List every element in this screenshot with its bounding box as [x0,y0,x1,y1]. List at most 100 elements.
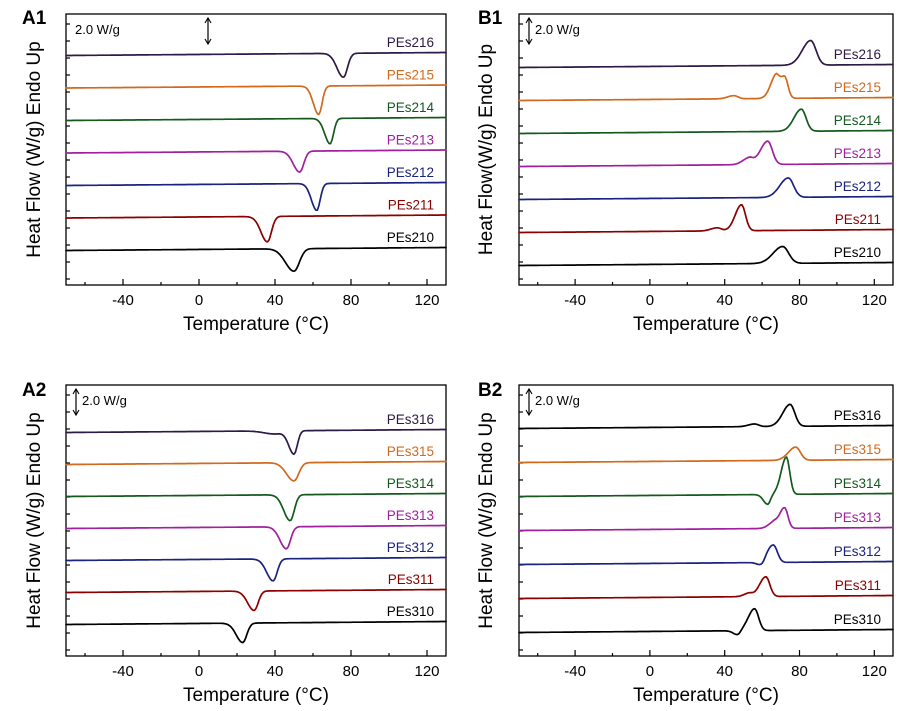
series-curve-PEs216 [65,51,447,79]
x-tick-label: 0 [195,292,203,309]
series-curve-PEs214 [518,108,894,135]
series-label-PEs210: PEs210 [834,245,881,260]
series-curve-PEs214 [65,116,447,145]
plot-frame [518,13,894,286]
x-tick-label: 80 [343,292,360,309]
series-curve-PEs315 [518,446,894,464]
series-label-PEs313: PEs313 [387,508,434,523]
panel-label: B1 [478,8,503,29]
x-tick-label: 0 [646,663,654,680]
series-label-PEs312: PEs312 [834,544,881,559]
panel-label: A1 [22,8,47,29]
series-curve-PEs216 [518,39,894,69]
scale-bar-label: 2.0 W/g [535,393,580,408]
series-label-PEs313: PEs313 [834,510,881,525]
x-tick-label: -40 [564,292,586,309]
plot-frame [518,384,894,657]
x-tick-label: 120 [414,663,439,680]
series-label-PEs213: PEs213 [834,146,881,161]
series-label-PEs310: PEs310 [834,612,881,627]
series-label-PEs315: PEs315 [834,442,881,457]
scale-bar-arrows [525,16,533,46]
x-axis-label: Temperature (°C) [633,314,779,335]
panel-B2: B2 -40 0 40 80 120 Temperature (°C) Heat Flow (… [476,380,894,706]
x-tick-label: -40 [564,663,586,680]
series-curve-PEs310 [518,607,894,636]
series-label-PEs316: PEs316 [387,412,434,427]
x-tick-label: 0 [195,663,203,680]
scale-bar-label: 2.0 W/g [75,22,120,37]
series-label-PEs215: PEs215 [387,68,434,83]
x-tick-label: -40 [112,663,134,680]
series-curve-PEs316 [65,428,447,456]
series-label-PEs311: PEs311 [835,578,881,593]
x-tick-label: 80 [791,663,808,680]
scale-bar-arrows [72,387,80,417]
series-label-PEs216: PEs216 [387,35,434,50]
y-axis-label: Heat Flow(W/g) Endo Up [476,44,497,255]
series-label-PEs211: PEs211 [835,212,881,227]
series-label-PEs314: PEs314 [387,476,435,491]
x-axis-label: Temperature (°C) [183,314,329,335]
x-tick-label: 40 [716,663,733,680]
x-tick-label: 40 [267,292,284,309]
series-curve-PEs210 [65,246,447,273]
series-label-PEs316: PEs316 [834,408,881,423]
panel-A2: A2 -40 0 40 80 120 Temperature (°C) Heat Flow (… [22,380,447,706]
series-curve-PEs313 [65,524,447,550]
series-curve-PEs213 [518,140,894,168]
series-curve-PEs313 [518,506,894,532]
scale-bar-label: 2.0 W/g [82,393,127,408]
x-axis-label: Temperature (°C) [183,685,329,706]
series-curve-PEs210 [518,245,894,267]
panel-A1: A1 -40 0 40 80 120 Temperature (°C) Heat Flow (… [22,8,447,335]
series-label-PEs212: PEs212 [834,179,881,194]
x-tick-label: 120 [862,663,887,680]
series-curve-PEs212 [518,177,894,201]
series-label-PEs310: PEs310 [387,604,434,619]
series-curve-PEs314 [518,456,894,506]
series-curve-PEs310 [65,620,447,644]
series-label-PEs213: PEs213 [387,133,434,148]
x-tick-label: 40 [267,663,284,680]
series-curve-PEs311 [518,576,894,600]
series-label-PEs312: PEs312 [387,540,434,555]
y-axis-label: Heat Flow (W/g) Endo Up [476,412,497,628]
x-tick-label: 80 [791,292,808,309]
x-tick-label: 0 [646,292,654,309]
series-label-PEs210: PEs210 [387,230,434,245]
series-curve-PEs215 [65,84,447,116]
series-label-PEs214: PEs214 [387,100,435,115]
x-tick-label: 120 [414,292,439,309]
series-label-PEs212: PEs212 [387,165,434,180]
series-curve-PEs215 [518,72,894,102]
plot-frame [65,384,447,657]
panel-label: A2 [22,380,46,401]
y-axis-label: Heat Flow (W/g) Endo Up [24,41,45,257]
series-label-PEs211: PEs211 [388,198,434,213]
series-label-PEs315: PEs315 [387,444,434,459]
series-label-PEs314: PEs314 [834,476,882,491]
series-curve-PEs212 [65,181,447,212]
scale-bar-arrows [525,387,533,417]
series-curve-PEs315 [65,460,447,482]
series-label-PEs216: PEs216 [834,47,881,62]
panel-label: B2 [478,380,502,401]
x-tick-label: 120 [862,292,887,309]
y-axis-label: Heat Flow (W/g) Endo Up [24,412,45,628]
scale-bar-arrows [204,16,212,46]
series-curve-PEs314 [65,492,447,522]
series-curve-PEs211 [518,204,894,234]
x-axis-label: Temperature (°C) [633,685,779,706]
scale-bar-label: 2.0 W/g [535,22,580,37]
series-label-PEs311: PEs311 [388,572,434,587]
series-curve-PEs311 [65,588,447,612]
series-curve-PEs312 [65,556,447,582]
panel-B1: B1 -40 0 40 80 120 Temperature (°C) Heat Flow(W… [476,8,894,335]
x-tick-label: 80 [343,663,360,680]
x-tick-label: 40 [716,292,733,309]
series-label-PEs214: PEs214 [834,113,882,128]
series-curve-PEs312 [518,544,894,566]
series-curve-PEs316 [518,403,894,430]
